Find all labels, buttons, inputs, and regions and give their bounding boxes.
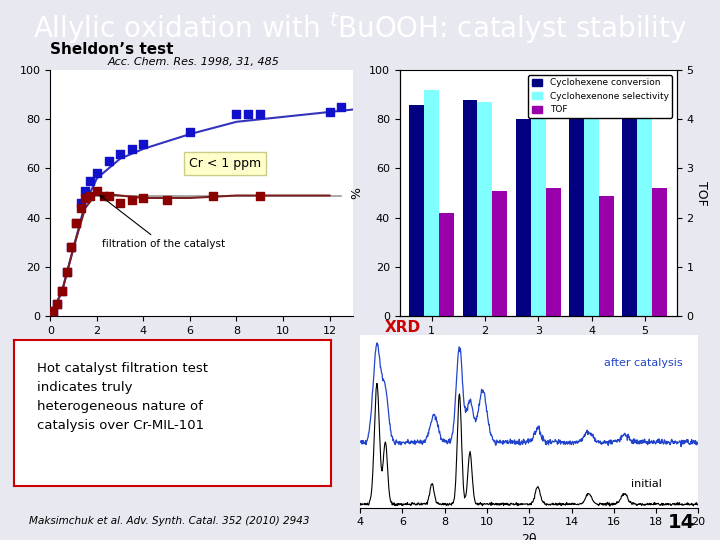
Bar [569,105,584,316]
Bar [584,102,599,316]
Point [138,139,149,148]
Point [91,186,103,195]
Text: Cr < 1 ppm: Cr < 1 ppm [189,157,261,170]
Text: Sheldon’s test: Sheldon’s test [50,42,174,57]
Point [71,218,82,227]
Point [230,110,242,119]
Point [161,196,173,205]
Point [243,110,254,119]
Point [52,299,63,308]
Point [79,194,91,202]
X-axis label: 2θ: 2θ [521,533,537,540]
Point [126,145,138,153]
Point [254,191,266,200]
Point [103,157,114,165]
Bar [477,102,492,316]
Legend: Cyclohexene conversion, Cyclohexenone selectivity, TOF: Cyclohexene conversion, Cyclohexenone se… [528,75,672,118]
Bar [546,188,561,316]
Point [254,110,266,119]
Text: Hot catalyst filtration test
indicates truly
heterogeneous nature of
catalysis o: Hot catalyst filtration test indicates t… [37,362,207,432]
Text: 14: 14 [667,513,695,532]
Point [84,177,96,185]
Point [66,243,77,252]
Point [138,194,149,202]
Bar [439,213,454,316]
Point [75,204,86,212]
X-axis label: Time [h]: Time [h] [176,341,228,354]
Point [52,299,63,308]
Text: filtration of the catalyst: filtration of the catalyst [100,195,225,249]
Text: Allylic oxidation with $^t$BuOOH: catalyst stability: Allylic oxidation with $^t$BuOOH: cataly… [33,11,687,46]
Point [207,191,219,200]
Text: XRD: XRD [385,320,421,335]
Text: initial: initial [631,479,662,489]
Point [61,267,73,276]
Point [75,199,86,207]
Point [336,103,347,111]
Point [71,218,82,227]
X-axis label: Cr-MIL-101 reuse: Cr-MIL-101 reuse [488,341,588,354]
Text: after catalysis: after catalysis [603,358,683,368]
Bar [531,97,546,316]
Point [114,199,126,207]
Bar [516,119,531,316]
Point [84,191,96,200]
Y-axis label: %: % [351,187,364,199]
Point [66,243,77,252]
Point [91,169,103,178]
Point [47,307,58,315]
Bar [424,90,439,316]
Point [114,150,126,158]
Bar [622,105,637,316]
Point [56,287,68,296]
Point [184,127,196,136]
Point [126,196,138,205]
Point [324,107,336,116]
Bar [652,188,667,316]
Point [61,267,73,276]
Point [47,307,58,315]
Point [103,191,114,200]
Point [79,186,91,195]
Bar [492,191,508,316]
Text: Maksimchuk et al. Adv. Synth. Catal. 352 (2010) 2943: Maksimchuk et al. Adv. Synth. Catal. 352… [29,516,310,526]
Text: Acc. Chem. Res. 1998, 31, 485: Acc. Chem. Res. 1998, 31, 485 [108,57,280,68]
Bar [409,105,424,316]
Point [98,191,109,200]
Bar [462,100,477,316]
Y-axis label: TOF: TOF [695,181,708,205]
Bar [599,195,614,316]
Point [56,287,68,296]
Bar [637,97,652,316]
